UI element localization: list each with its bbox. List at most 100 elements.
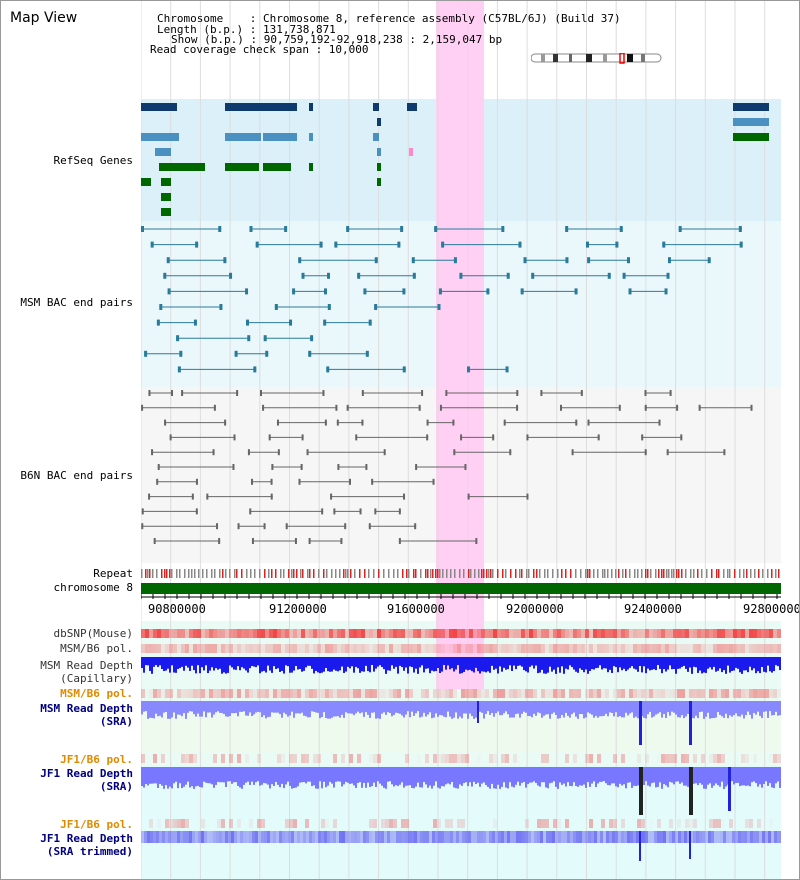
jf1-pol-trim-heat (729, 819, 733, 828)
msm-bac-end (179, 350, 183, 357)
msm-pol-heat (569, 644, 573, 653)
msm-depth-sra (275, 701, 277, 713)
msm-pol-heat (757, 644, 761, 653)
dbsnp-heat (421, 629, 425, 638)
repeat-mark (259, 569, 261, 578)
jf1-pol-trim-heat (521, 819, 525, 828)
jf1-depth-trim (525, 831, 528, 843)
msm-depth-sra (707, 701, 709, 713)
jf1-depth-trim (315, 831, 318, 843)
tracks-layer[interactable] (141, 1, 781, 880)
msm-pol-heat (173, 644, 177, 653)
jf1-pol-trim-heat (733, 819, 737, 828)
msm-depth-sra (771, 701, 773, 716)
dbsnp-heat (293, 629, 297, 638)
msm-depth-capillary (467, 657, 469, 671)
jf1-depth-sra (177, 767, 179, 789)
msm-depth-capillary (293, 657, 295, 671)
msm-depth-sra (555, 701, 557, 716)
msm-bac-end (346, 226, 350, 232)
chromosome-ideogram[interactable] (531, 53, 663, 65)
map-view-title: Map View (10, 10, 78, 26)
jf1-depth-sra (609, 767, 611, 786)
dbsnp-heat (485, 629, 489, 638)
jf1-depth-trim (417, 831, 420, 843)
jf1-pol-heat (401, 754, 405, 763)
msm-depth-capillary (729, 657, 731, 673)
jf1-pol-trim-heat (773, 819, 777, 828)
jf1-pol-trim-heat (613, 819, 617, 828)
dbsnp-heat (365, 629, 369, 638)
jf1-pol-heat (309, 754, 313, 763)
repeat-mark (425, 569, 427, 578)
msm-pol-heat (709, 644, 713, 653)
jf1-depth-sra (491, 767, 493, 784)
msm-depth-capillary (167, 657, 169, 669)
b6n-bac-end (540, 390, 543, 396)
jf1-depth-trim (261, 831, 264, 843)
b6n-bac-end (580, 390, 583, 396)
dbsnp-heat (257, 629, 261, 638)
msm-bac-end (486, 288, 490, 295)
repeat-mark (415, 569, 417, 578)
msm-pol-heat (445, 644, 449, 653)
b6n-bac-end (509, 449, 512, 456)
jf1-pol-heat (725, 754, 729, 763)
jf1-pol-heat (233, 754, 237, 763)
repeat-mark (343, 569, 345, 578)
msm-pol-heat (605, 644, 609, 653)
b6n-bac-end (361, 390, 364, 396)
msm-pol-heat (401, 644, 405, 653)
repeat-mark (762, 569, 764, 578)
msm-depth-sra (357, 701, 359, 712)
repeat-mark (611, 569, 613, 578)
jf1-pol-heat (609, 754, 613, 763)
repeat-mark (519, 569, 521, 578)
msm-depth-capillary (387, 657, 389, 671)
msm-depth-sra (491, 701, 493, 713)
jf1-depth-sra (603, 767, 605, 782)
b6n-bac-end (368, 523, 371, 530)
jf1-pol-trim-heat (157, 819, 161, 828)
jf1-depth-trim (165, 831, 168, 843)
msm-depth-sra (599, 701, 601, 717)
repeat-mark (359, 569, 361, 578)
dbsnp-heat (337, 629, 341, 638)
dbsnp-heat (349, 629, 353, 638)
jf1-pol-trim-heat (141, 819, 145, 828)
msm-depth-capillary (307, 657, 309, 666)
jf1-pol-trim-heat (369, 819, 373, 828)
dbsnp-heat (757, 629, 761, 638)
jf1-pol-heat (265, 754, 269, 763)
jf1-pol-heat (701, 754, 705, 763)
msm-depth-capillary (337, 657, 339, 672)
msm-depth-sra (475, 701, 477, 718)
jf1-depth-sra (515, 767, 517, 785)
msm-depth-capillary (513, 657, 515, 666)
msm-depth-capillary (641, 657, 643, 673)
refseq-gene (263, 103, 297, 111)
jf1-pol-trim-heat (401, 819, 405, 828)
msm-depth-capillary (703, 657, 705, 673)
msm-depth-capillary (347, 657, 349, 667)
msm-pol-heat (489, 644, 493, 653)
repeat-mark (637, 569, 639, 578)
msm-depth-capillary (501, 657, 503, 672)
jf1-pol-heat (229, 754, 233, 763)
dbsnp-heat (153, 629, 157, 638)
msm-depth-capillary (277, 657, 279, 669)
msm-pol-sra-heat (769, 689, 773, 698)
jf1-depth-trim (621, 831, 624, 843)
msm-depth-capillary (361, 657, 363, 672)
jf1-pol-trim-heat (493, 819, 497, 828)
msm-pol-sra-heat (281, 689, 285, 698)
msm-bac-end (402, 366, 406, 373)
jf1-depth-sra (143, 767, 145, 788)
msm-bac-end (565, 226, 569, 232)
msm-depth-sra (437, 701, 439, 717)
msm-depth-capillary (673, 657, 675, 669)
jf1-depth-trim (489, 831, 492, 843)
jf1-depth-sra (285, 767, 287, 785)
jf1-pol-trim-heat (513, 819, 517, 828)
dbsnp-heat (473, 629, 477, 638)
